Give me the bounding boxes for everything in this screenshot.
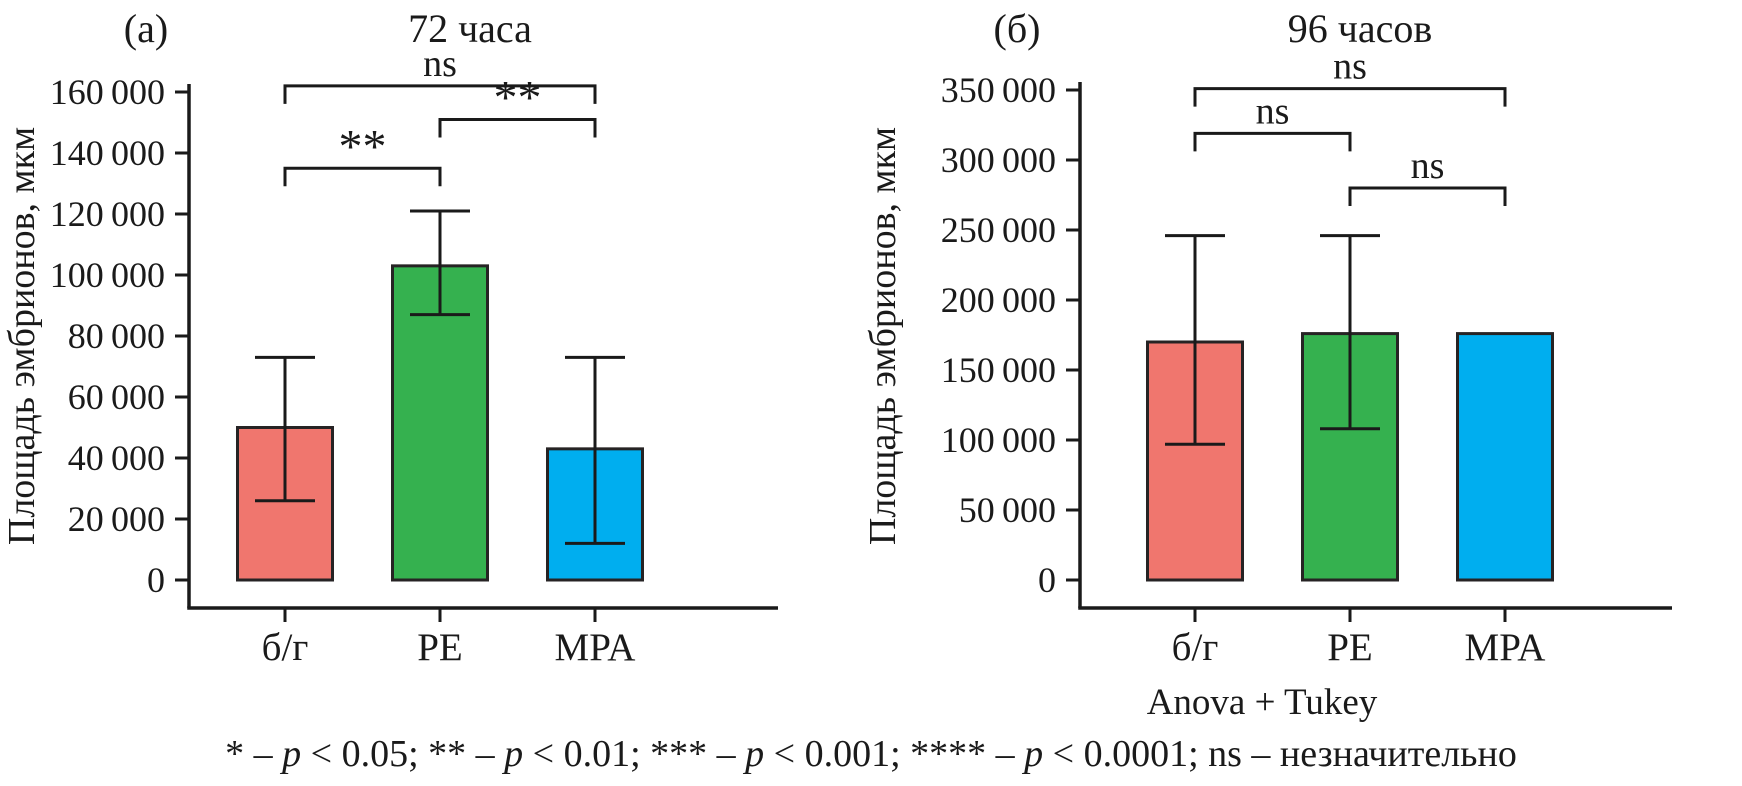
y-tick-label: 300 000 (941, 140, 1056, 180)
y-tick-label: 120 000 (50, 194, 165, 234)
x-category-label: MPA (1465, 626, 1546, 669)
y-tick-label: 100 000 (50, 255, 165, 295)
panel-b-label: (б) (994, 6, 1041, 51)
y-tick-label: 250 000 (941, 210, 1056, 250)
panel-a-label: (а) (124, 6, 168, 51)
y-tick-label: 0 (1038, 560, 1056, 600)
y-tick-label: 0 (147, 560, 165, 600)
significance-bracket (438, 117, 597, 138)
y-tick-label: 140 000 (50, 133, 165, 173)
significance-label: ns (1411, 145, 1445, 187)
significance-label: ** (494, 71, 542, 124)
significance-bracket (283, 166, 442, 187)
significance-label: ns (1256, 90, 1290, 132)
panel-b-y-axis-label: Площадь эмбрионов, мкм (862, 127, 904, 545)
y-tick-label: 20 000 (68, 499, 165, 539)
panel-a-title: 72 часа (408, 6, 532, 51)
y-tick-label: 60 000 (68, 377, 165, 417)
bar-PE (391, 264, 489, 582)
significance-bracket (1348, 186, 1507, 206)
y-tick-label: 350 000 (941, 70, 1056, 110)
x-category-label: б/г (262, 626, 309, 669)
y-tick-label: 200 000 (941, 280, 1056, 320)
panel-b-title: 96 часов (1288, 6, 1433, 51)
bar-MPA (1456, 332, 1554, 582)
x-category-label: MPA (555, 626, 636, 669)
panel-a-y-axis-label: Площадь эмбрионов, мкм (1, 127, 43, 545)
significance-label: ns (1333, 46, 1367, 88)
anova-tukey-note: Anova + Tukey (1147, 682, 1378, 723)
significance-label: ** (339, 120, 387, 173)
significance-bracket (1193, 87, 1507, 107)
y-tick-label: 40 000 (68, 438, 165, 478)
y-tick-label: 160 000 (50, 72, 165, 112)
chart-marks: 0 20 000 40 000 60 000 80 000 100 000 120 000 1… (50, 43, 1672, 669)
significance-bracket (1193, 131, 1352, 152)
x-category-label: PE (417, 626, 463, 669)
x-category-label: PE (1327, 626, 1373, 669)
y-tick-label: 50 000 (959, 490, 1056, 530)
x-category-label: б/г (1172, 626, 1219, 669)
y-tick-label: 80 000 (68, 316, 165, 356)
significance-bracket (283, 84, 597, 104)
y-tick-label: 100 000 (941, 420, 1056, 460)
y-tick-label: 150 000 (941, 350, 1056, 390)
significance-caption: * – p < 0.05; ** – p < 0.01; *** – p < 0… (225, 733, 1517, 775)
significance-label: ns (423, 43, 457, 85)
